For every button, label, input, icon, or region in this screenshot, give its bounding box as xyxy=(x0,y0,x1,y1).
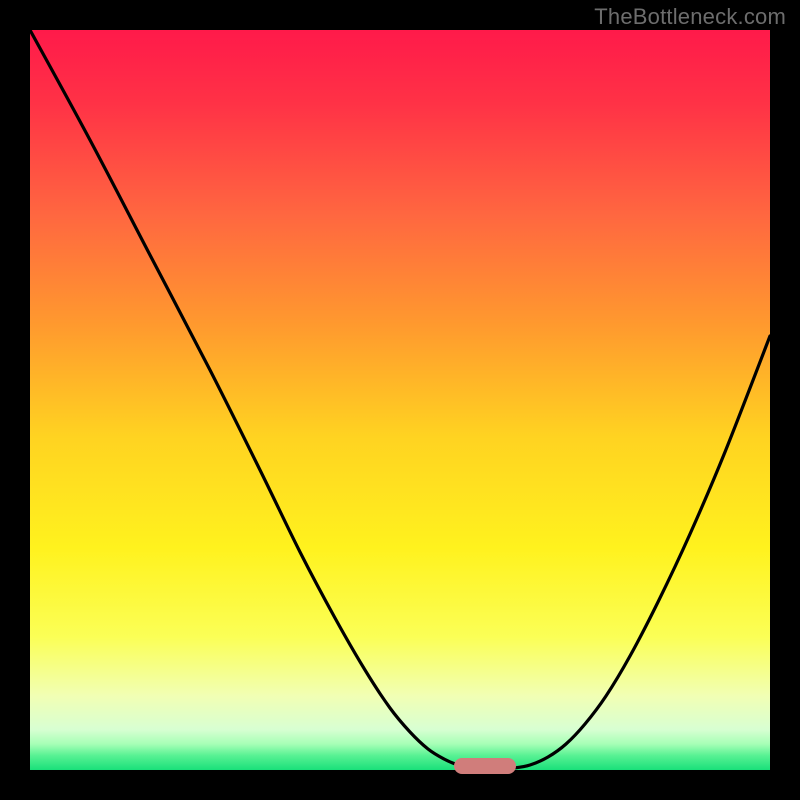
optimum-marker xyxy=(454,758,516,774)
chart-frame: TheBottleneck.com xyxy=(0,0,800,800)
bottleneck-curve xyxy=(30,30,770,770)
watermark-text: TheBottleneck.com xyxy=(594,4,786,30)
plot-area xyxy=(30,30,770,770)
